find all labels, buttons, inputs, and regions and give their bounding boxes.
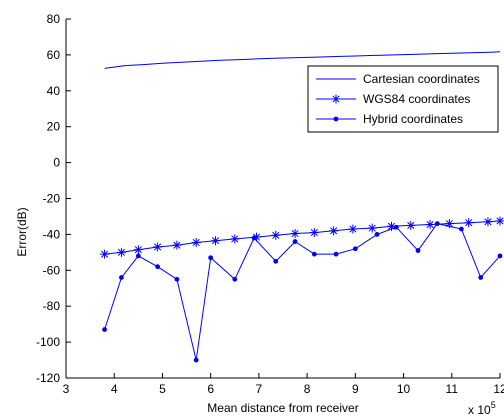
data-point xyxy=(191,237,201,247)
data-point xyxy=(100,249,110,259)
data-point xyxy=(497,253,503,259)
legend-label: Hybrid coordinates xyxy=(363,112,463,126)
data-point xyxy=(329,226,339,236)
series-line xyxy=(104,220,501,255)
y-tick-label: 0 xyxy=(53,156,60,170)
plot-area xyxy=(100,51,504,363)
data-point xyxy=(290,229,300,239)
data-point xyxy=(425,220,435,230)
x-axis-label: Mean distance from receiver xyxy=(207,401,358,415)
legend-item: Cartesian coordinates xyxy=(316,72,480,86)
y-tick-label: 80 xyxy=(47,12,61,26)
data-point xyxy=(483,217,493,227)
data-point xyxy=(374,232,380,237)
x-axis-exponent: x 105 xyxy=(468,400,496,416)
x-tick-label: 9 xyxy=(352,382,359,396)
y-tick-label: -20 xyxy=(43,192,61,206)
data-point xyxy=(153,242,163,252)
x-tick-label: 5 xyxy=(159,382,166,396)
x-tick-label: 12 xyxy=(493,382,504,396)
data-point xyxy=(273,258,279,264)
data-point xyxy=(102,327,107,332)
data-point xyxy=(155,264,161,270)
data-point xyxy=(208,255,214,261)
x-tick-label: 11 xyxy=(446,382,459,396)
series-line xyxy=(104,223,501,361)
legend-item: WGS84 coordinates xyxy=(316,92,470,106)
y-axis-label: Error(dB) xyxy=(15,207,29,256)
data-point xyxy=(311,251,317,257)
data-point xyxy=(415,248,421,253)
legend-marker xyxy=(333,116,339,122)
data-point xyxy=(116,247,126,257)
y-tick-label: -40 xyxy=(43,227,61,241)
data-point xyxy=(309,228,319,238)
x-tick-label: 7 xyxy=(256,382,263,396)
data-point xyxy=(495,216,504,226)
series-0 xyxy=(104,51,501,69)
data-point xyxy=(292,239,298,244)
x-tick-label: 6 xyxy=(207,382,214,396)
x-axis-exponent-power: 5 xyxy=(491,400,496,410)
series-1 xyxy=(100,216,504,259)
series-line xyxy=(104,51,501,69)
data-point xyxy=(271,230,281,240)
data-point xyxy=(406,220,416,230)
data-point xyxy=(434,221,440,227)
series-2 xyxy=(102,221,503,363)
x-axis-exponent-base: x 10 xyxy=(468,403,491,416)
legend-marker xyxy=(331,94,341,104)
legend-item: Hybrid coordinates xyxy=(316,112,463,126)
data-point xyxy=(464,218,474,228)
data-point xyxy=(478,275,484,280)
y-tick-label: 40 xyxy=(47,84,61,98)
x-tick-label: 3 xyxy=(63,382,70,396)
data-point xyxy=(348,224,358,234)
y-tick-label: -80 xyxy=(43,299,61,313)
data-point xyxy=(119,275,124,280)
data-point xyxy=(230,234,240,244)
x-tick-label: 10 xyxy=(397,382,411,396)
legend: Cartesian coordinates WGS84 coordinates Hy… xyxy=(307,65,499,133)
y-tick-label: -100 xyxy=(36,335,60,349)
data-point xyxy=(352,246,358,252)
data-point xyxy=(210,236,220,246)
y-tick-label: 20 xyxy=(47,120,61,134)
data-point xyxy=(193,357,199,363)
y-tick-label: -60 xyxy=(43,263,61,277)
data-point xyxy=(459,226,464,232)
y-tick-label: -120 xyxy=(36,371,60,385)
legend-label: WGS84 coordinates xyxy=(363,92,470,106)
data-point xyxy=(174,276,180,282)
data-point xyxy=(133,245,143,255)
data-point xyxy=(135,253,141,259)
data-point xyxy=(251,235,257,241)
x-tick-label: 4 xyxy=(111,382,118,396)
data-point xyxy=(172,240,182,250)
legend-label: Cartesian coordinates xyxy=(363,72,480,86)
data-point xyxy=(232,276,238,282)
y-tick-label: 60 xyxy=(47,48,61,62)
data-point xyxy=(367,223,377,233)
x-tick-label: 8 xyxy=(304,382,311,396)
tick-marks: 3 4 5 6 7 8 9 10 11 12 -120 -100 -80 -60 -40 -20 0 20 40 60… xyxy=(36,12,504,396)
data-point xyxy=(393,224,399,230)
data-point xyxy=(333,251,339,257)
